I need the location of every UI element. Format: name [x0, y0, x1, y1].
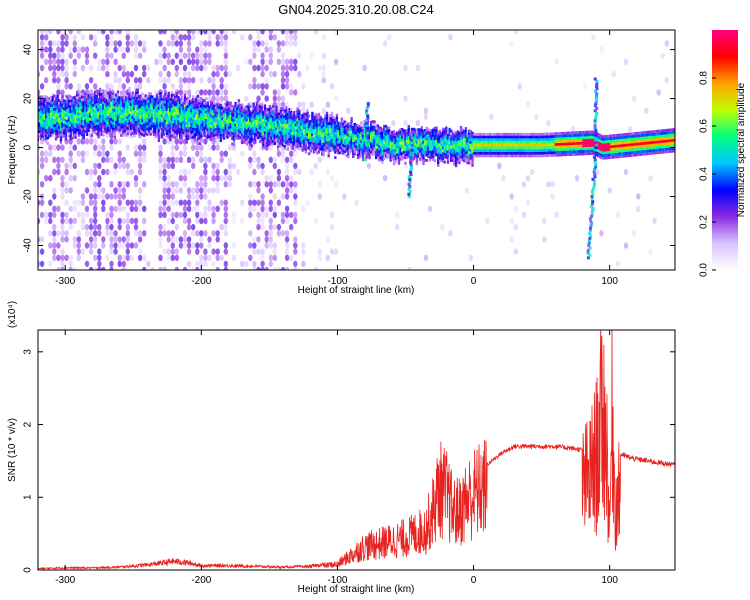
figure-title: GN04.2025.310.20.08.C24 — [278, 2, 433, 17]
spectrogram-x-tick-label: 100 — [601, 276, 618, 287]
spectrogram-x-tick-label: -100 — [327, 276, 347, 287]
snr-y-axis-label: SNR (10 * v/v) — [7, 418, 18, 482]
spectrogram-x-tick-label: -300 — [55, 276, 75, 287]
snr-x-tick-label: -200 — [191, 575, 211, 586]
snr-x-tick-label: 0 — [471, 575, 477, 586]
snr-y-tick-label: 1 — [23, 494, 34, 500]
snr-y-tick-label: 3 — [23, 349, 34, 355]
colorbar-tick-label: 0.6 — [699, 119, 710, 133]
colorbar-tick-label: 0.4 — [699, 167, 710, 181]
colorbar-tick-label: 0.2 — [699, 215, 710, 229]
snr-panel: -300 -200 -100 0 100 0 1 2 3 Height of straight… — [7, 301, 676, 595]
spectrogram-y-tick-label: -20 — [23, 189, 34, 204]
spectrogram-x-tick-label: -200 — [191, 276, 211, 287]
snr-series — [38, 330, 675, 570]
spectrogram-y-tick-label: 0 — [23, 144, 34, 150]
snr-frame — [37, 329, 676, 571]
colorbar: 0.0 0.2 0.4 0.6 0.8 Normalized spectral ampl… — [699, 30, 747, 277]
snr-x-tick-label: -100 — [327, 575, 347, 586]
spectrogram-heatmap — [38, 30, 675, 270]
snr-y-tick-label: 0 — [23, 567, 34, 573]
snr-x-axis-label: Height of straight line (km) — [298, 584, 415, 595]
spectrogram-y-tick-label: 40 — [23, 44, 34, 56]
spectrogram-x-axis-label: Height of straight line (km) — [298, 285, 415, 296]
colorbar-ticks: 0.0 0.2 0.4 0.6 0.8 — [699, 71, 716, 277]
snr-x-tick-label: 100 — [601, 575, 618, 586]
spectrogram-y-axis: -40 -20 0 20 40 — [23, 44, 675, 253]
snr-y-axis: 0 1 2 3 — [23, 349, 675, 573]
snr-line — [38, 330, 675, 570]
spectrogram-y-tick-label: 20 — [23, 93, 34, 105]
colorbar-tick-label: 0.0 — [699, 263, 710, 277]
snr-x-axis: -300 -200 -100 0 100 — [55, 330, 618, 586]
snr-plot-area — [38, 330, 675, 570]
spectrogram-y-axis-label: Frequency (Hz) — [7, 116, 18, 185]
spectrogram-x-axis: -300 -200 -100 0 100 — [55, 30, 618, 287]
snr-y-tick-label: 2 — [23, 421, 34, 427]
spectrogram-frame — [37, 29, 676, 271]
colorbar-tick-label: 0.8 — [699, 71, 710, 85]
snr-x-tick-label: -300 — [55, 575, 75, 586]
spectrogram-y-tick-label: -40 — [23, 238, 34, 253]
spectrogram-x-tick-label: 0 — [471, 276, 477, 287]
colorbar-gradient — [712, 30, 738, 270]
snr-y-multiplier: (x10⁴) — [7, 301, 18, 328]
colorbar-label: Normalized spectral amplitude — [736, 82, 747, 217]
